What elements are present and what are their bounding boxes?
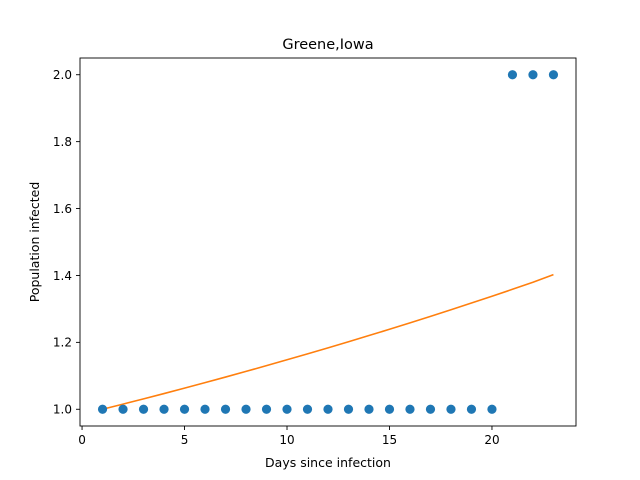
axes-ticks: 0 5 10 15 20 1.0 1.2 1.4 1.6 1.8 2.0 [53,57,577,447]
y-axis-label: Population infected [27,182,42,303]
data-point [364,404,374,414]
data-point [302,404,313,414]
data-point [323,404,333,414]
data-point [241,404,251,414]
x-tick-label: 5 [181,433,189,447]
plot-area [97,70,559,414]
x-axis-label: Days since infection [265,455,391,470]
y-tick-label: 1.0 [53,403,72,417]
data-point [548,70,559,80]
data-point [487,404,497,414]
y-tick-label: 1.4 [53,269,72,283]
data-point [425,404,436,414]
data-point [200,404,210,414]
data-point [261,404,272,414]
data-point [507,70,518,80]
data-point [528,70,538,80]
data-point [118,404,128,414]
x-tick-label: 0 [78,433,86,447]
data-point [446,404,456,414]
x-tick-label: 15 [382,433,397,447]
fit-line [102,273,554,411]
data-point [343,404,354,414]
data-point [159,404,169,414]
axes-frame [79,57,577,427]
data-point [405,404,415,414]
data-point [138,404,149,414]
y-tick-label: 1.6 [53,202,72,216]
data-point [97,404,108,414]
data-point [220,404,231,414]
data-point [466,404,477,414]
chart-title: Greene,Iowa [282,37,373,53]
x-tick-label: 20 [484,433,499,447]
data-point [282,404,292,414]
y-tick-label: 2.0 [53,68,72,82]
data-point [384,404,395,414]
x-tick-label: 10 [279,433,294,447]
y-tick-label: 1.8 [53,135,72,149]
y-tick-label: 1.2 [53,336,72,350]
data-point [179,404,190,414]
